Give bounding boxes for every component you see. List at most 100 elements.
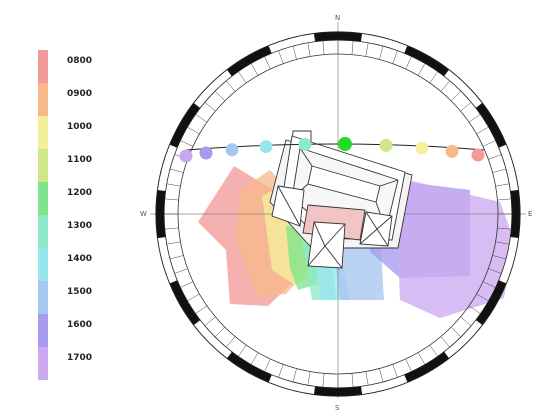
dial-tick (264, 56, 271, 70)
legend-label-1000: 1000 (67, 122, 92, 132)
compass-east-label: E (528, 210, 532, 218)
legend-swatch-1500 (38, 281, 48, 314)
dial-tick (392, 50, 398, 64)
building-roof-plan (269, 130, 413, 269)
dial-tick (250, 63, 259, 76)
legend-swatch-0900 (38, 83, 48, 116)
dial-tick (237, 344, 247, 357)
dial-segment (193, 319, 233, 359)
sun-position-9 (471, 148, 485, 162)
dial-tick (379, 45, 384, 60)
dial-tick (187, 126, 200, 135)
dial-tick (497, 227, 512, 230)
dial-tick (214, 326, 226, 338)
dial-tick (488, 268, 502, 274)
dial-tick (497, 198, 512, 201)
dial-segment (157, 236, 178, 285)
dial-segment (267, 33, 316, 54)
dial-tick (195, 305, 208, 315)
sun-position-0 (179, 149, 193, 163)
legend-label-1700: 1700 (67, 353, 92, 363)
dial-tick (307, 371, 311, 386)
dial-tick (417, 352, 426, 365)
dial-tick (365, 371, 369, 386)
legend-label-1500: 1500 (67, 287, 92, 297)
dial-tick (351, 40, 354, 55)
legend-label-1600: 1600 (67, 320, 92, 330)
compass-south-label: S (335, 404, 340, 412)
dial-segment (443, 69, 483, 109)
sun-position-2 (225, 143, 239, 157)
sun-path-line (185, 143, 485, 151)
dial-segment (267, 374, 316, 395)
dial-tick (195, 113, 208, 123)
dial-tick (166, 183, 181, 187)
sun-position-4 (298, 137, 312, 151)
legend-swatch-1400 (38, 248, 48, 281)
dial-tick (214, 90, 226, 102)
dial-tick (495, 183, 510, 187)
legend-swatch-1300 (38, 215, 48, 248)
dial-tick (351, 373, 354, 388)
sun-position-6 (379, 138, 393, 152)
dial-segment (498, 143, 519, 192)
dial-tick (492, 168, 507, 173)
legend-label-1200: 1200 (67, 188, 92, 198)
shadow-1700 (398, 178, 514, 318)
dial-tick (225, 336, 236, 348)
dial-tick (482, 281, 496, 288)
sun-position-3 (259, 140, 273, 154)
dial-tick (225, 80, 236, 92)
dial-tick (460, 316, 472, 327)
dial-segment (193, 69, 233, 109)
legend-swatch-1700 (38, 347, 48, 380)
dial-segment (443, 319, 483, 359)
dial-tick (492, 255, 507, 260)
dial-tick (405, 56, 412, 70)
compass-west-label: W (140, 210, 147, 218)
dial-tick (204, 101, 216, 112)
dial-tick (468, 305, 481, 315)
legend-label-1300: 1300 (67, 221, 92, 231)
sun-position-7 (415, 141, 429, 155)
dial-tick (450, 326, 462, 338)
compass-dial (155, 31, 521, 397)
dial-tick (278, 364, 284, 378)
dial-tick (392, 364, 398, 378)
dial-tick (488, 154, 502, 160)
dial-tick (440, 336, 451, 348)
dial-tick (166, 241, 181, 245)
dial-tick (476, 293, 489, 302)
sun-path (179, 137, 485, 163)
time-legend: 0800 0900 1000 1100 1200 1300 1400 1500 1600 1700 (38, 50, 92, 380)
dial-tick (440, 80, 451, 92)
dial-tick (174, 268, 188, 274)
dial-tick (429, 344, 439, 357)
dial-tick (264, 358, 271, 372)
dial-segment (157, 143, 178, 192)
dial-tick (250, 352, 259, 365)
dial-tick (307, 42, 311, 57)
legend-label-1400: 1400 (67, 254, 92, 264)
dial-tick (405, 358, 412, 372)
dial-tick (322, 373, 325, 388)
dial-tick (482, 140, 496, 147)
dial-tick (379, 368, 384, 383)
dial-tick (187, 293, 200, 302)
shadow-fan (198, 166, 514, 318)
dial-tick (164, 198, 179, 201)
dial-tick (292, 45, 297, 60)
dial-tick (169, 168, 184, 173)
legend-swatch-1000 (38, 116, 48, 149)
dial-tick (237, 71, 247, 84)
legend-label-0800: 0800 (67, 56, 92, 66)
dial-tick (292, 368, 297, 383)
sun-position-1 (199, 146, 213, 160)
sun-position-8 (445, 144, 459, 158)
legend-label-1100: 1100 (67, 155, 92, 165)
legend-swatch-1600 (38, 314, 48, 347)
dial-tick (429, 71, 439, 84)
legend-swatch-0800 (38, 50, 48, 83)
dial-tick (180, 140, 194, 147)
